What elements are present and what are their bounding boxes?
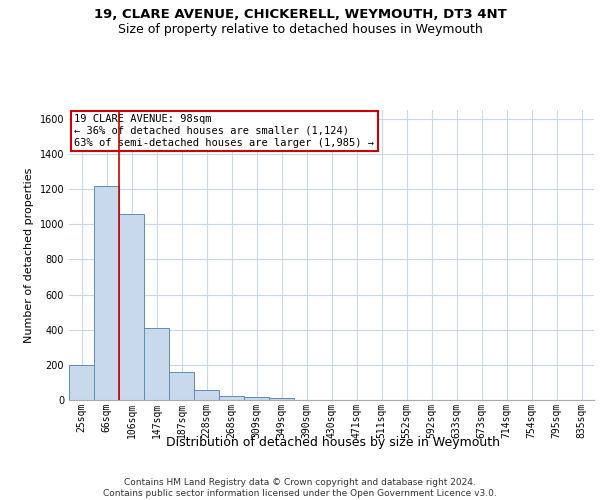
Bar [244,398,269,400]
Text: Distribution of detached houses by size in Weymouth: Distribution of detached houses by size … [166,436,500,449]
Text: 19 CLARE AVENUE: 98sqm
← 36% of detached houses are smaller (1,124)
63% of semi-: 19 CLARE AVENUE: 98sqm ← 36% of detached… [74,114,374,148]
Bar [69,365,94,400]
Text: Size of property relative to detached houses in Weymouth: Size of property relative to detached ho… [118,22,482,36]
Text: Contains HM Land Registry data © Crown copyright and database right 2024.
Contai: Contains HM Land Registry data © Crown c… [103,478,497,498]
Y-axis label: Number of detached properties: Number of detached properties [24,168,34,342]
Bar [94,186,119,400]
Bar [119,214,144,400]
Bar [194,390,219,400]
Text: 19, CLARE AVENUE, CHICKERELL, WEYMOUTH, DT3 4NT: 19, CLARE AVENUE, CHICKERELL, WEYMOUTH, … [94,8,506,20]
Bar [269,398,294,400]
Bar [219,396,244,400]
Bar [144,328,169,400]
Bar [169,372,194,400]
